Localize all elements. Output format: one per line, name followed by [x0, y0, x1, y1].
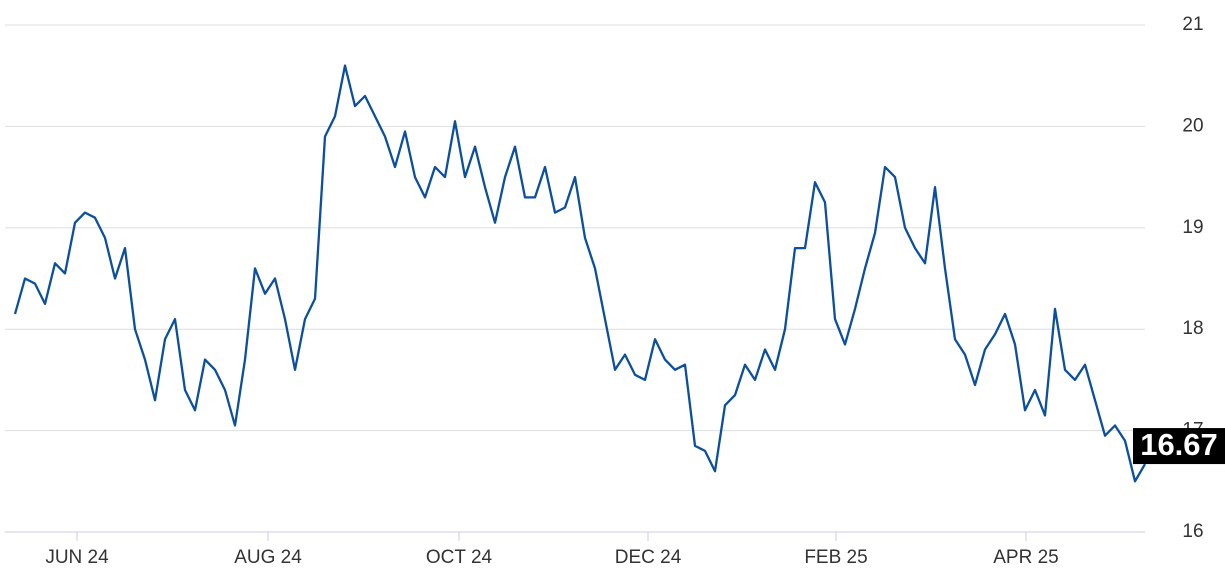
y-tick-label: 18 — [1182, 318, 1203, 339]
x-tick-label: JUN 24 — [45, 547, 109, 568]
y-tick-label: 21 — [1182, 14, 1203, 35]
y-tick-label: 16 — [1182, 521, 1203, 542]
x-tick-label: APR 25 — [993, 547, 1058, 568]
x-tick-label: OCT 24 — [426, 547, 493, 568]
last-value-label: 16.67 — [1140, 427, 1218, 462]
y-tick-label: 20 — [1182, 115, 1203, 136]
last-value-box — [1133, 428, 1225, 465]
y-tick-label: 19 — [1182, 217, 1203, 238]
x-tick-label: DEC 24 — [615, 547, 682, 568]
x-tick-label: AUG 24 — [234, 547, 302, 568]
price-line — [13, 64, 1146, 483]
x-tick-label: FEB 25 — [804, 547, 867, 568]
